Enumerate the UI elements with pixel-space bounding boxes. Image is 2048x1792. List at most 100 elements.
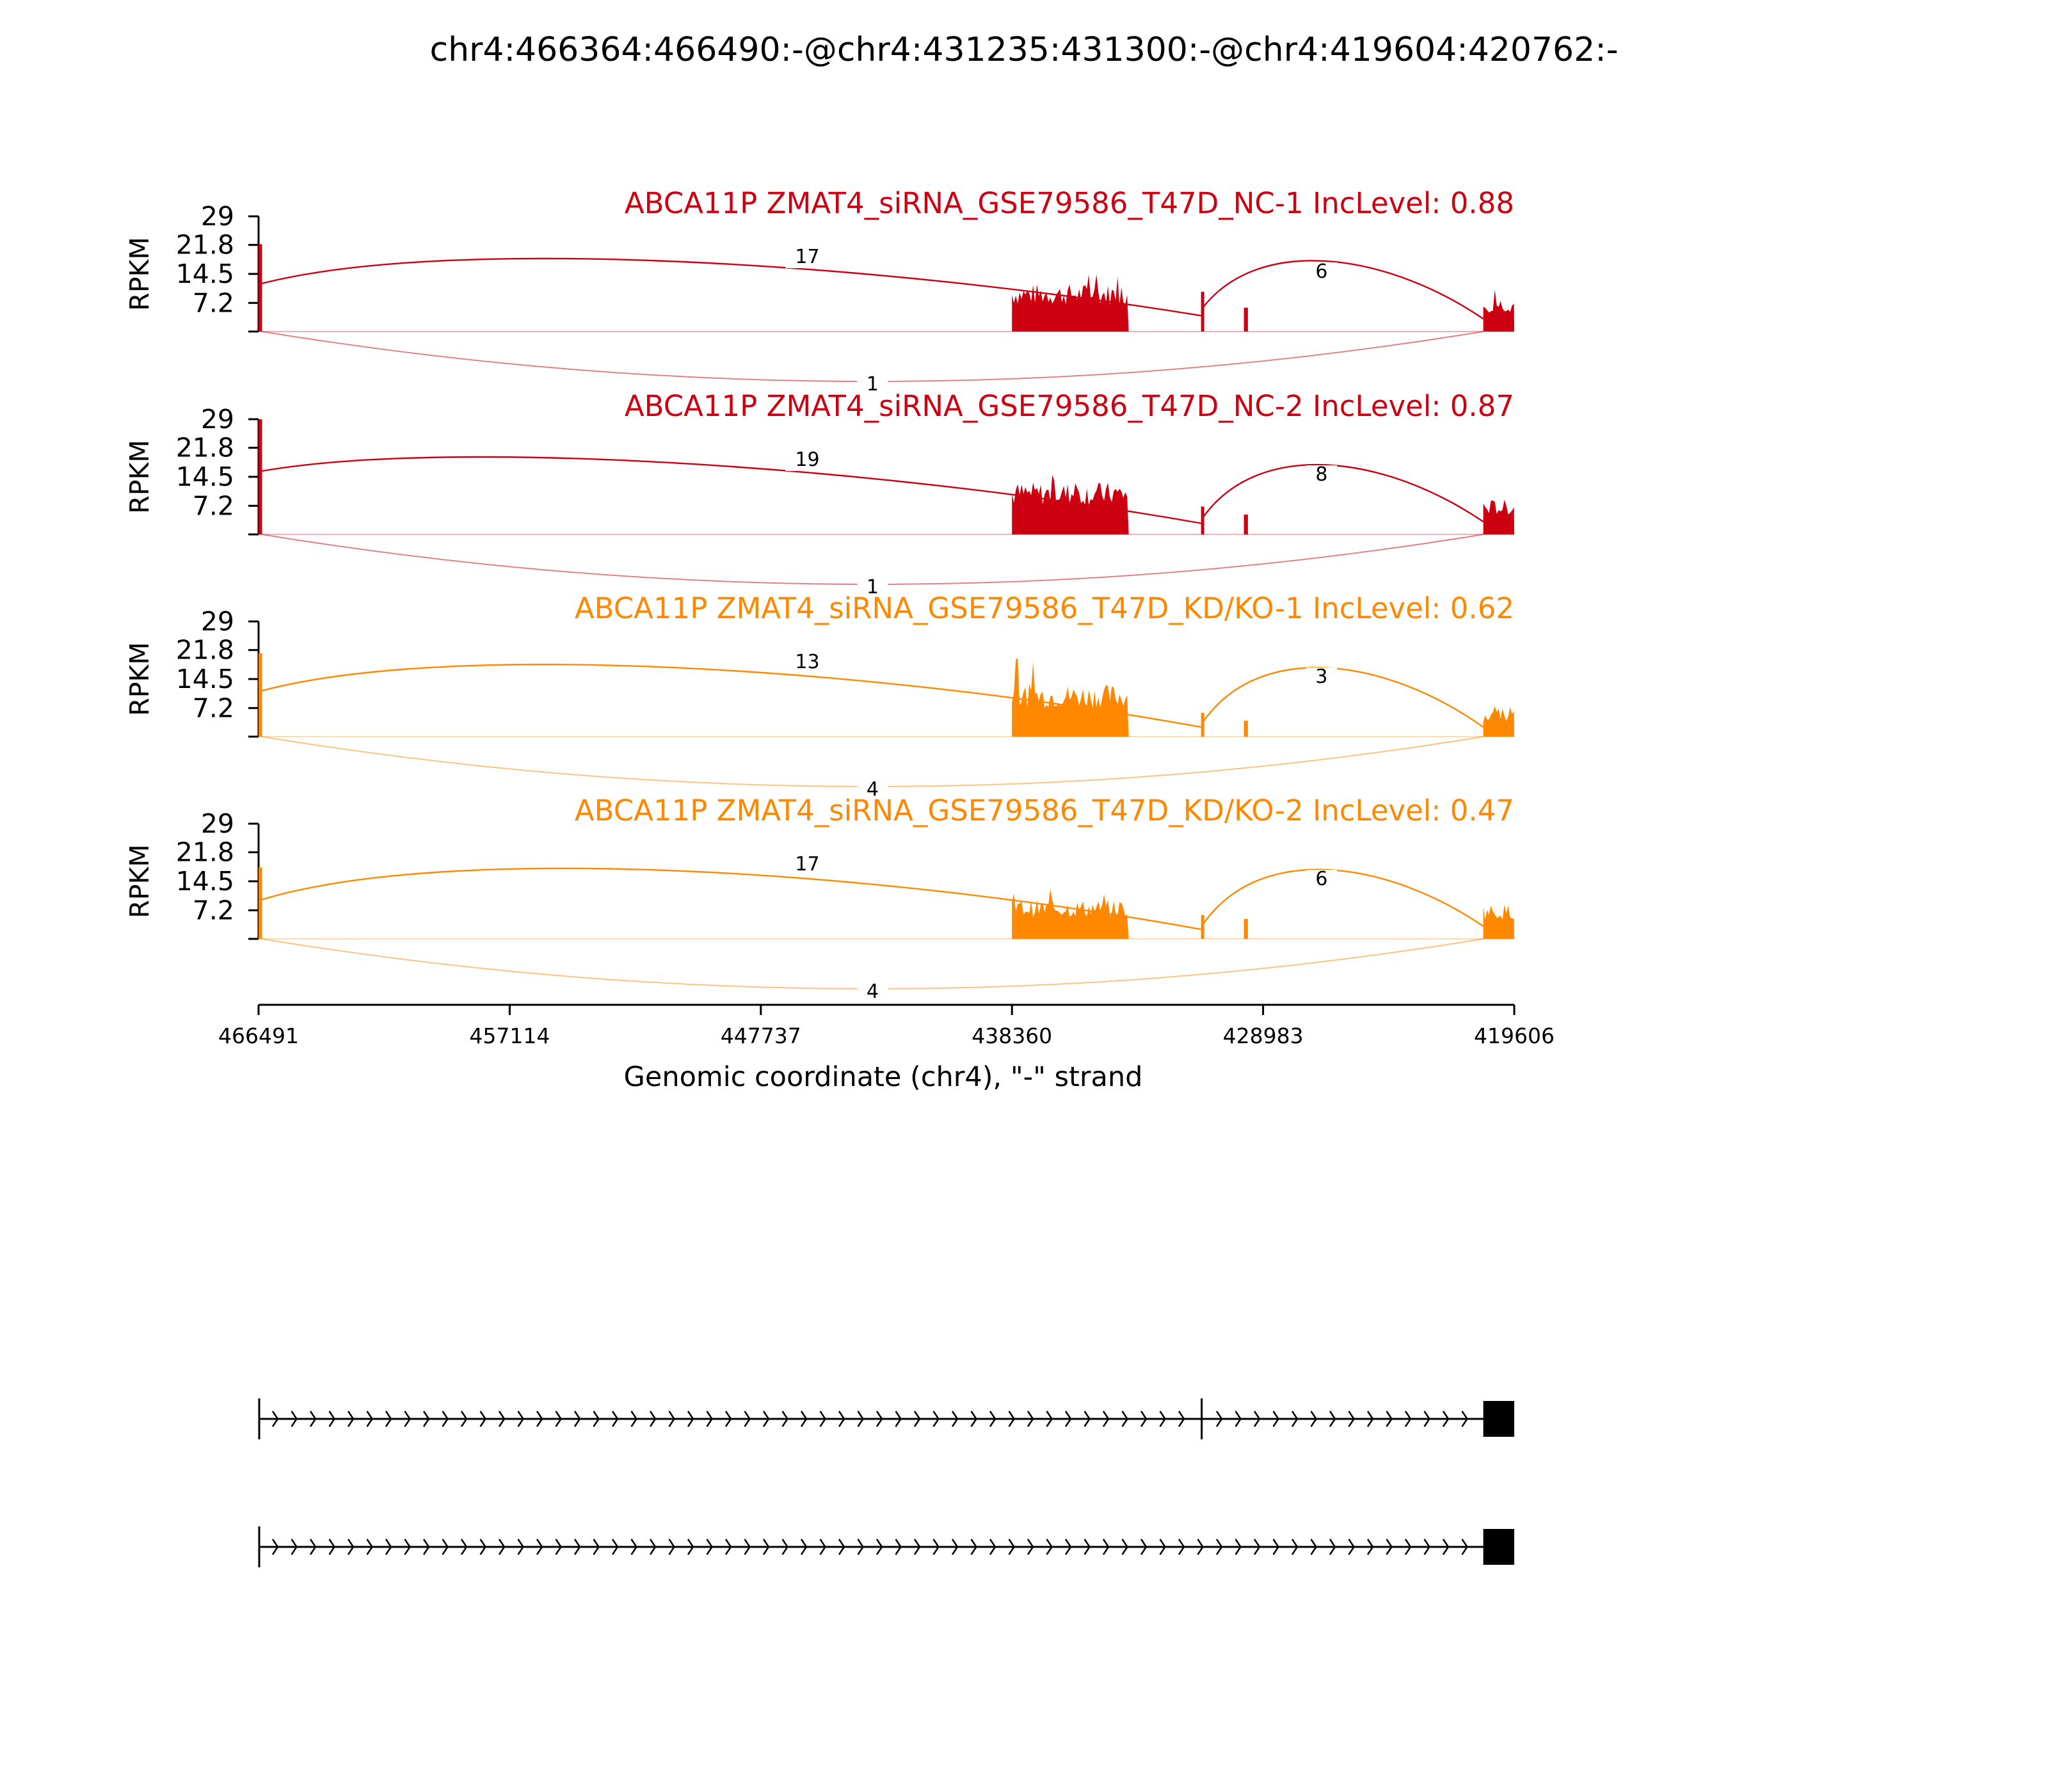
- strand-arrow: [1046, 1539, 1053, 1555]
- strand-arrow: [762, 1539, 770, 1555]
- strand-arrow: [422, 1411, 430, 1427]
- strand-arrow: [498, 1539, 506, 1555]
- strand-arrow: [1197, 1539, 1204, 1555]
- strand-arrow: [479, 1539, 487, 1555]
- strand-arrow: [800, 1539, 808, 1555]
- exon-block: [1483, 1401, 1514, 1437]
- junction-arc: [1202, 868, 1484, 927]
- strand-arrow: [668, 1539, 676, 1555]
- junction-count: 1: [867, 373, 879, 396]
- strand-arrow: [1121, 1539, 1129, 1555]
- coverage-block: [1012, 888, 1129, 939]
- strand-arrow: [951, 1539, 959, 1555]
- coverage-block: [1244, 918, 1248, 939]
- coverage-block: [1244, 514, 1248, 534]
- junction-arc: [1202, 260, 1484, 320]
- y-axis-label: RPKM: [124, 844, 155, 918]
- junction-count: 1: [867, 576, 879, 598]
- strand-arrow: [762, 1411, 770, 1427]
- strand-arrow: [668, 1411, 676, 1427]
- strand-arrow: [460, 1539, 468, 1555]
- strand-arrow: [593, 1411, 600, 1427]
- strand-arrow: [800, 1411, 808, 1427]
- junction-label-bg: [1306, 262, 1337, 283]
- strand-arrow: [913, 1411, 921, 1427]
- strand-arrow: [593, 1539, 600, 1555]
- junction-count: 19: [795, 449, 819, 471]
- coverage-block: [1012, 658, 1129, 737]
- strand-arrow: [1215, 1411, 1223, 1427]
- strand-arrow: [1084, 1411, 1091, 1427]
- strand-arrow: [1423, 1411, 1431, 1427]
- strand-arrow: [1310, 1539, 1318, 1555]
- coverage-block: [259, 419, 262, 534]
- strand-arrow: [1064, 1411, 1072, 1427]
- track-label: ABCA11P ZMAT4_siRNA_GSE79586_T47D_NC-2 I…: [625, 389, 1514, 423]
- strand-arrow: [328, 1539, 336, 1555]
- strand-arrow: [744, 1411, 751, 1427]
- y-axis-label: RPKM: [124, 237, 155, 310]
- junction-arc: [262, 456, 1201, 524]
- strand-arrow: [649, 1411, 657, 1427]
- junction-count: 6: [1315, 260, 1327, 283]
- y-tick-label: 21.8: [176, 635, 234, 666]
- coverage-block: [1483, 499, 1514, 534]
- strand-arrow: [1386, 1411, 1393, 1427]
- strand-arrow: [1329, 1411, 1336, 1427]
- chart-title: chr4:466364:466490:-@chr4:431235:431300:…: [429, 31, 1618, 69]
- y-axis-label: RPKM: [124, 642, 155, 716]
- strand-arrow: [970, 1411, 978, 1427]
- strand-arrow: [573, 1411, 581, 1427]
- strand-arrow: [1008, 1411, 1016, 1427]
- strand-arrow: [1159, 1539, 1167, 1555]
- y-tick-label: 21.8: [176, 230, 234, 260]
- strand-arrow: [989, 1411, 996, 1427]
- junction-label-bg: [785, 855, 829, 876]
- strand-arrow: [913, 1539, 921, 1555]
- y-tick-label: 29: [201, 201, 234, 232]
- y-tick-label: 7.2: [193, 692, 234, 723]
- y-tick-label: 7.2: [193, 287, 234, 318]
- junction-count: 13: [795, 651, 819, 673]
- junction-label-bg: [857, 982, 888, 1003]
- junction-label-bg: [1306, 465, 1337, 486]
- strand-arrow: [687, 1539, 694, 1555]
- x-tick-label: 428983: [1223, 1023, 1304, 1048]
- strand-arrow: [1084, 1539, 1091, 1555]
- strand-arrow: [1423, 1539, 1431, 1555]
- strand-arrow: [951, 1411, 959, 1427]
- junction-label-bg: [1306, 870, 1337, 890]
- strand-arrow: [611, 1539, 619, 1555]
- coverage-block: [1483, 706, 1514, 737]
- strand-arrow: [536, 1411, 543, 1427]
- strand-arrow: [1253, 1411, 1261, 1427]
- strand-arrow: [1027, 1539, 1034, 1555]
- strand-arrow: [347, 1539, 355, 1555]
- strand-arrow: [1235, 1411, 1242, 1427]
- coverage-block: [1244, 721, 1248, 737]
- x-tick-label: 438360: [972, 1023, 1052, 1048]
- strand-arrow: [1291, 1411, 1299, 1427]
- y-tick-label: 7.2: [193, 895, 234, 925]
- strand-arrow: [385, 1539, 392, 1555]
- strand-arrow: [442, 1539, 449, 1555]
- strand-arrow: [1008, 1539, 1016, 1555]
- strand-arrow: [630, 1411, 638, 1427]
- strand-arrow: [1121, 1411, 1129, 1427]
- junction-label-bg: [857, 578, 888, 598]
- coverage-block: [1244, 307, 1248, 332]
- coverage-block: [1201, 506, 1204, 534]
- strand-arrow: [498, 1411, 506, 1427]
- strand-arrow: [366, 1411, 374, 1427]
- junction-arc: [1202, 463, 1484, 523]
- strand-arrow: [366, 1539, 374, 1555]
- coverage-block: [1483, 289, 1514, 332]
- strand-arrow: [630, 1539, 638, 1555]
- strand-arrow: [611, 1411, 619, 1427]
- junction-count: 17: [795, 853, 819, 876]
- coverage-block: [1483, 904, 1514, 939]
- strand-arrow: [932, 1539, 940, 1555]
- junction-count: 6: [1315, 868, 1327, 890]
